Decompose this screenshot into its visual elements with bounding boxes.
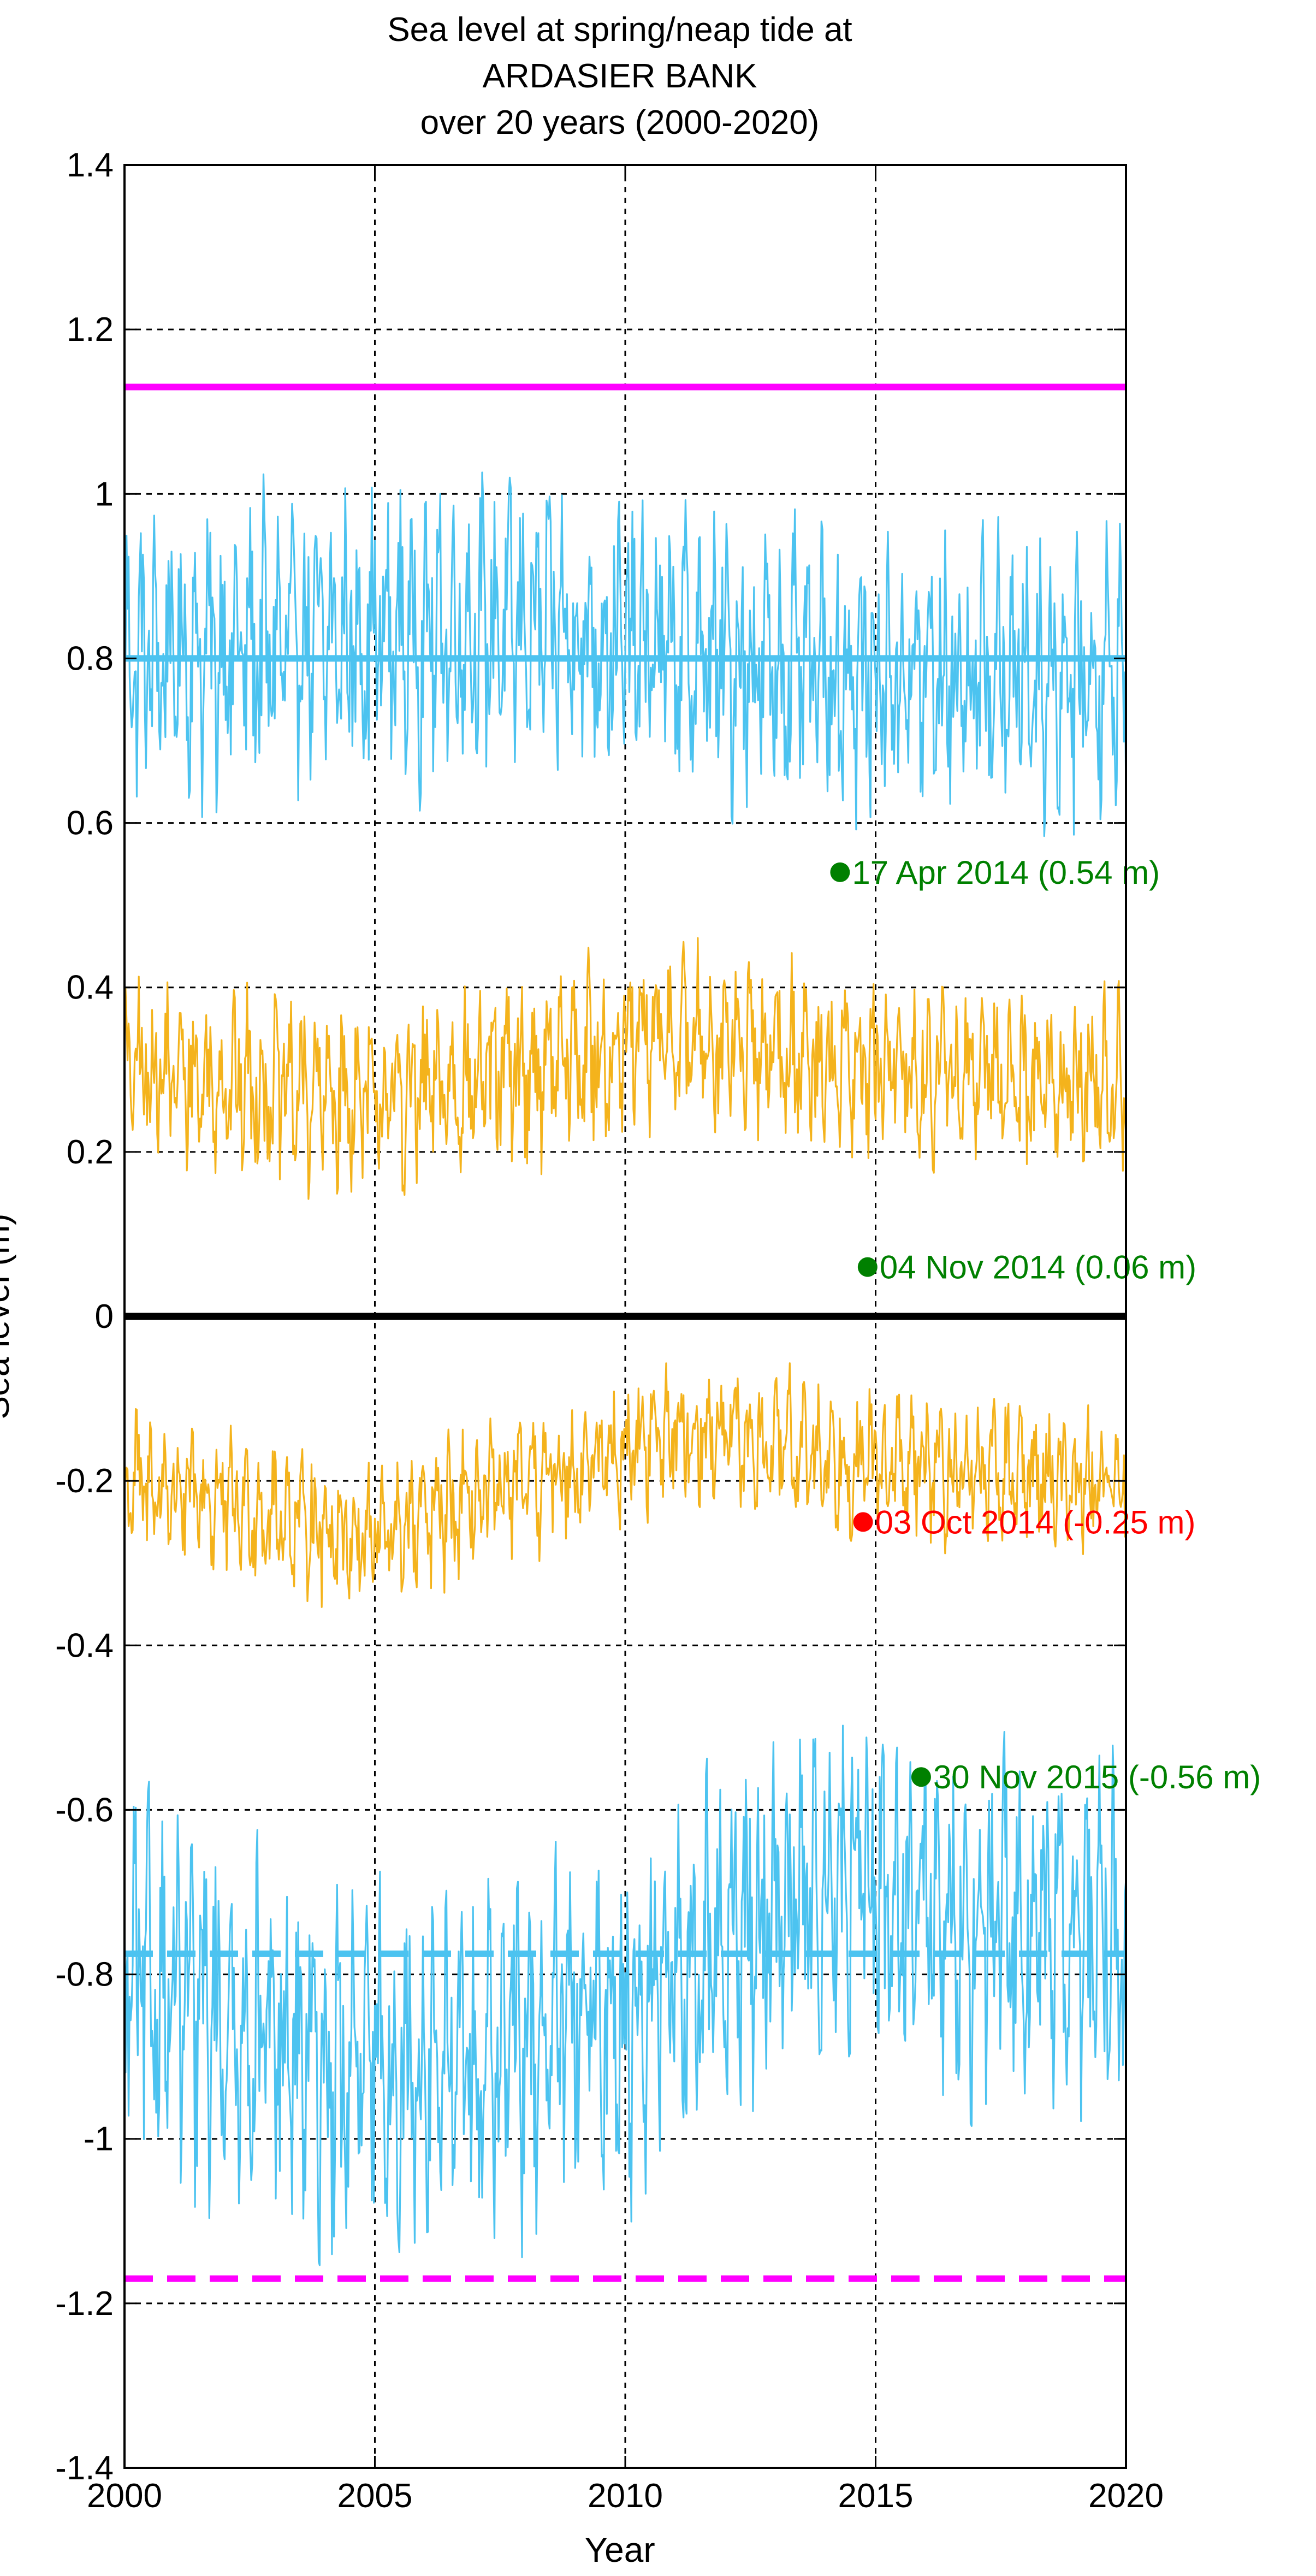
series-line-spring_low — [123, 1724, 1127, 2266]
chart-title-line-2: ARDASIER BANK — [482, 57, 757, 95]
marker-apr-2014 — [830, 862, 850, 882]
y-tick-label: 0.8 — [67, 640, 114, 677]
y-tick-label: 0.2 — [67, 1133, 114, 1171]
y-tick-label: -0.8 — [55, 1956, 114, 1994]
marker-nov-2015-label: 30 Nov 2015 (-0.56 m) — [933, 1759, 1261, 1795]
markers-layer: 17 Apr 2014 (0.54 m) 04 Nov 2014 (0.06 m)… — [830, 854, 1261, 1795]
y-tick-label: 1.4 — [67, 146, 114, 184]
y-tick-label: -1 — [84, 2120, 114, 2158]
y-tick-label: -0.2 — [55, 1462, 114, 1500]
chart-title-line-1: Sea level at spring/neap tide at — [387, 11, 852, 49]
marker-oct-2014 — [853, 1512, 873, 1532]
y-tick-label: 1 — [95, 475, 114, 513]
x-tick-label: 2000 — [87, 2477, 162, 2515]
y-tick-label: -1.4 — [55, 2449, 114, 2487]
y-tick-label: 0 — [95, 1298, 114, 1336]
chart-title-line-3: over 20 years (2000-2020) — [420, 104, 820, 141]
chart-title: Sea level at spring/neap tide at ARDASIE… — [387, 11, 852, 141]
axis-labels: Year Sea level (m) — [0, 1214, 655, 2570]
series-layer — [123, 471, 1127, 2266]
series-line-neap_low — [123, 1362, 1127, 1608]
y-tick-label: -0.6 — [55, 1791, 114, 1829]
series-line-neap_high — [123, 937, 1127, 1200]
x-tick-label: 2010 — [588, 2477, 663, 2515]
series-line-spring_high — [123, 471, 1127, 837]
marker-nov-2015 — [911, 1767, 931, 1787]
y-tick-label: 0.4 — [67, 969, 114, 1007]
marker-apr-2014-label: 17 Apr 2014 (0.54 m) — [852, 854, 1160, 891]
y-tick-label: -1.2 — [55, 2285, 114, 2323]
y-axis-label: Sea level (m) — [0, 1214, 16, 1420]
x-tick-label: 2020 — [1088, 2477, 1164, 2515]
x-axis-label: Year — [584, 2530, 655, 2569]
y-tick-label: 1.2 — [67, 311, 114, 348]
x-tick-label: 2015 — [838, 2477, 914, 2515]
y-tick-label: 0.6 — [67, 805, 114, 842]
y-tick-label: -0.4 — [55, 1627, 114, 1664]
x-tick-label: 2005 — [337, 2477, 413, 2515]
marker-oct-2014-label: 03 Oct 2014 (-0.25 m) — [875, 1504, 1196, 1540]
marker-nov-2014-label: 04 Nov 2014 (0.06 m) — [880, 1249, 1196, 1286]
axes: 2000 2005 2010 2015 2020 -1.4 -1.2 -1 -0.8 -0.6 -0… — [55, 146, 1164, 2515]
marker-nov-2014 — [857, 1257, 878, 1277]
